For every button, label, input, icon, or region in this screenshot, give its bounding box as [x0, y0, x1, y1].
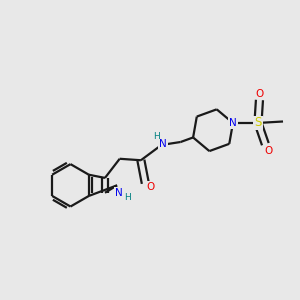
Text: H: H	[124, 193, 131, 202]
Text: N: N	[229, 118, 237, 128]
Text: S: S	[254, 116, 262, 130]
Text: N: N	[159, 139, 167, 149]
Text: H: H	[153, 132, 160, 141]
Text: O: O	[146, 182, 155, 192]
Text: N: N	[115, 188, 122, 198]
Text: O: O	[264, 146, 272, 156]
Text: O: O	[255, 88, 264, 98]
